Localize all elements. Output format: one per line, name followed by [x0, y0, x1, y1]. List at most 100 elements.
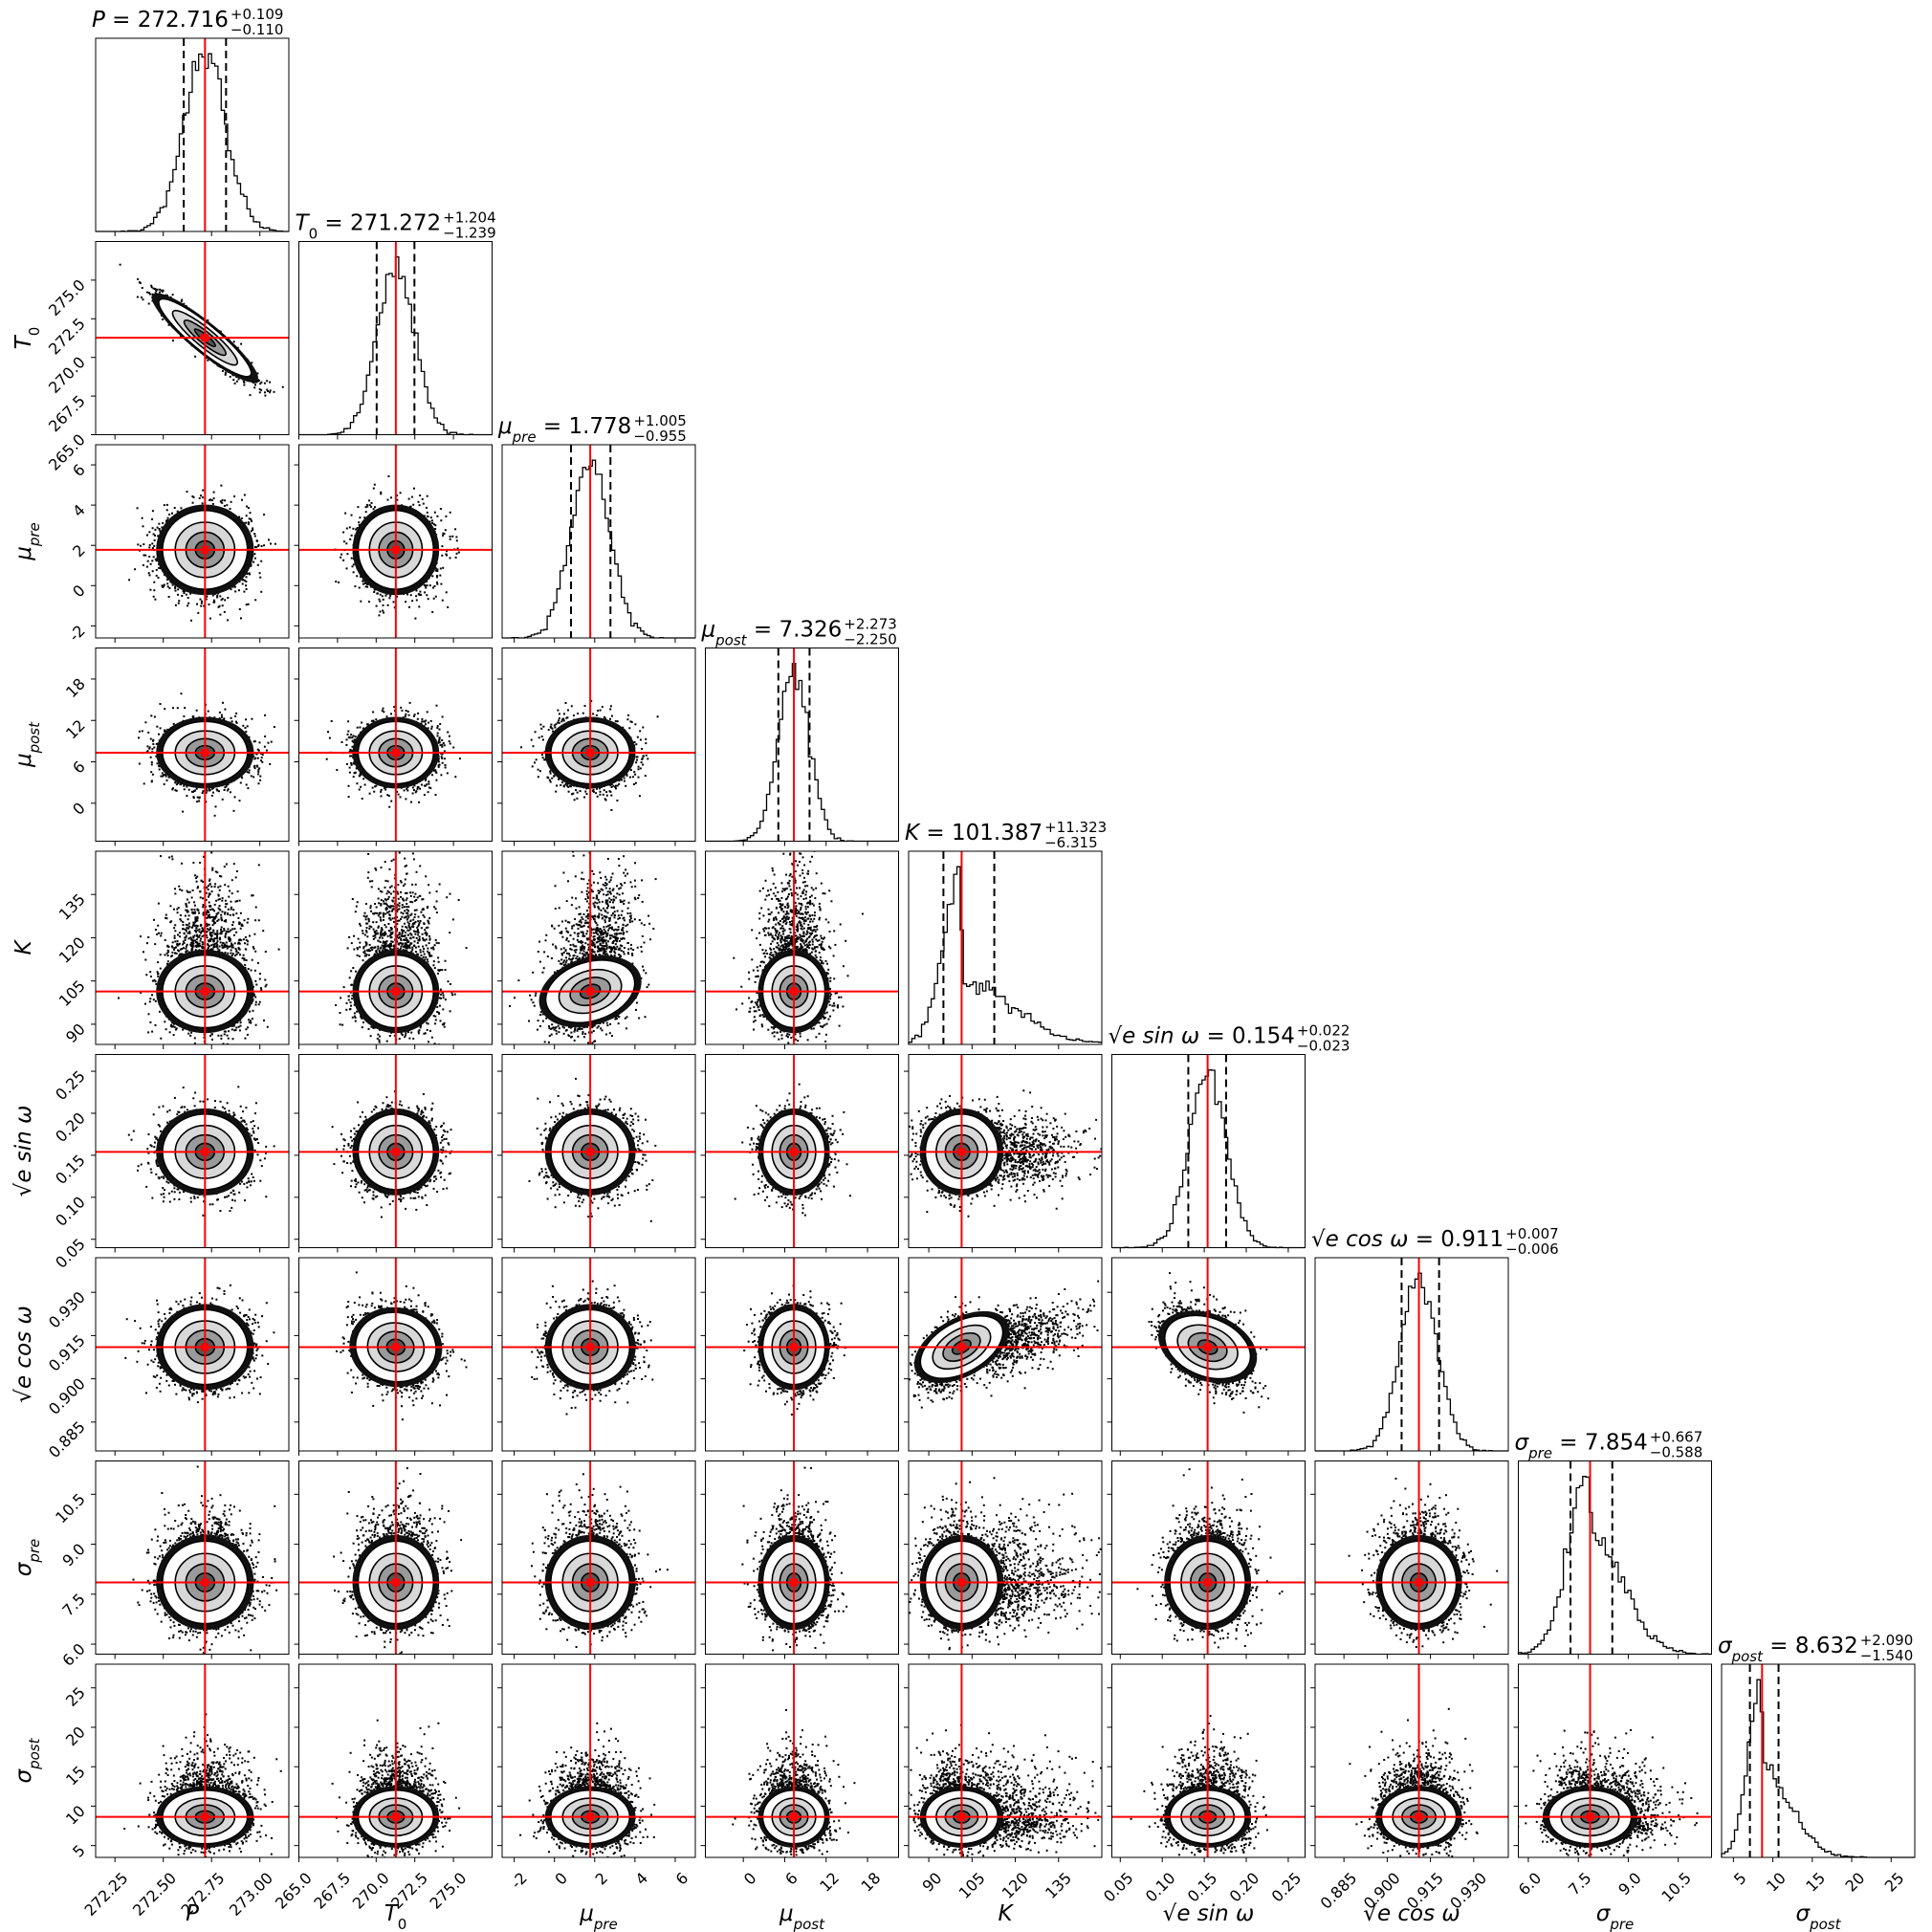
truth-marker: [957, 1813, 965, 1821]
y-tick-label: 0.05: [52, 1235, 89, 1272]
y-axis-label-mu_pre: μpre: [11, 522, 43, 561]
panel-cosw-vs-K: [896, 1258, 1116, 1451]
y-tick-label: 7.5: [58, 1590, 88, 1619]
histogram-sigma_pre: σpre = 7.854 +0.667−0.588: [1515, 1429, 1712, 1655]
x-axis-label-sigma_post: σpost: [1796, 1901, 1842, 1932]
y-tick-label: 15: [62, 1763, 89, 1789]
x-tick-label: 0.15: [1184, 1869, 1221, 1906]
histogram-mu_pre: μpre = 1.778 +1.005−0.955: [497, 412, 695, 638]
truth-marker: [392, 1343, 400, 1350]
truth-marker: [790, 1343, 798, 1350]
x-tick-label: 6: [672, 1869, 692, 1889]
x-tick-label: 2: [591, 1869, 611, 1889]
panel-cosw-vs-T0: [299, 1258, 493, 1451]
truth-marker: [790, 988, 798, 996]
truth-marker: [392, 1148, 400, 1155]
panel-frame: [706, 648, 899, 842]
truth-marker: [201, 988, 209, 996]
truth-marker: [392, 749, 400, 757]
panel-sinw-vs-T0: [299, 1055, 493, 1248]
truth-marker: [392, 1813, 400, 1821]
y-tick-label: 6: [69, 757, 89, 778]
y-tick-label: 0.900: [45, 1374, 89, 1418]
x-tick-label: 5: [1730, 1869, 1750, 1889]
title-K: K = 101.387: [905, 821, 1043, 845]
title-sigma_post: σpost = 8.632: [1718, 1634, 1858, 1665]
x-tick-label: 273.00: [226, 1869, 276, 1920]
x-tick-label: 0.885: [1317, 1869, 1361, 1913]
title-sinw: √e sin ω = 0.154: [1109, 1024, 1295, 1049]
panel-sigma_post-vs-K: [903, 1664, 1156, 1862]
truth-marker: [201, 749, 209, 757]
title-T0: T0 = 271.272: [296, 211, 442, 243]
y-tick-label: 0.15: [52, 1151, 89, 1188]
x-tick-label: 6.0: [1515, 1869, 1545, 1899]
title-cosw: √e cos ω = 0.911: [1311, 1227, 1504, 1252]
histogram-steps: [706, 664, 899, 842]
truth-marker: [957, 1343, 965, 1350]
panel-sigma_pre-vs-sinw: [1112, 1461, 1306, 1658]
panel-sigma_post-vs-P: [96, 1664, 289, 1863]
panel-sinw-vs-P: [96, 1055, 295, 1248]
y-tick-label: 90: [62, 1020, 89, 1046]
title-P-minus: −0.110: [231, 21, 284, 38]
y-tick-label: 9.0: [58, 1540, 88, 1570]
x-tick-label: 135: [1042, 1869, 1075, 1902]
y-tick-label: 10.5: [52, 1490, 89, 1527]
panel-sigma_post-vs-T0: [299, 1664, 493, 1862]
y-axis-label-sigma_post: σpost: [11, 1737, 43, 1783]
x-tick-label: 0: [551, 1869, 571, 1889]
x-tick-label: 18: [858, 1869, 885, 1896]
histogram-steps: [1315, 1273, 1508, 1451]
y-tick-label: 120: [55, 933, 89, 967]
y-tick-label: 135: [55, 890, 89, 924]
y-tick-label: 0.20: [52, 1109, 89, 1146]
truth-marker: [201, 334, 209, 341]
histogram-steps: [909, 867, 1102, 1044]
x-tick-label: 272.25: [80, 1869, 131, 1920]
x-tick-label: 25: [1881, 1869, 1908, 1896]
x-tick-label: 7.5: [1565, 1869, 1594, 1899]
panel-sigma_pre-vs-cosw: [1315, 1461, 1508, 1655]
panel-sigma_pre-vs-mu_pre: [498, 1461, 695, 1655]
panel-T0-vs-P: [96, 242, 289, 435]
title-cosw-minus: −0.006: [1505, 1240, 1559, 1258]
truth-marker: [586, 1148, 594, 1155]
y-tick-label: 18: [62, 674, 89, 701]
y-tick-label: 0: [69, 799, 89, 819]
histogram-cosw: √e cos ω = 0.911 +0.007−0.006: [1311, 1225, 1559, 1451]
x-axis-label-sinw: √e sin ω: [1163, 1901, 1255, 1926]
panel-mu_post-vs-T0: [299, 648, 493, 842]
title-mu_pre: μpre = 1.778: [497, 414, 631, 446]
truth-marker: [586, 988, 594, 996]
x-tick-label: 120: [999, 1869, 1032, 1902]
panel-sigma_pre-vs-K: [893, 1461, 1131, 1670]
x-tick-label: -2: [507, 1869, 531, 1893]
truth-marker: [392, 988, 400, 996]
y-axis-label-mu_post: μpost: [11, 721, 43, 768]
title-T0-minus: −1.239: [443, 225, 496, 242]
y-axis-label-cosw: √e cos ω: [11, 1306, 36, 1402]
histogram-steps: [1519, 1477, 1712, 1655]
panel-sinw-vs-mu_pre: [502, 1055, 695, 1248]
truth-marker: [392, 546, 400, 554]
title-mu_post-minus: −2.250: [844, 631, 897, 648]
y-tick-label: 272.5: [45, 315, 89, 359]
panel-sigma_post-vs-mu_post: [706, 1664, 899, 1869]
y-tick-label: 12: [62, 716, 89, 743]
histogram-T0: T0 = 271.272 +1.204−1.239: [296, 209, 496, 435]
truth-marker: [790, 1148, 798, 1155]
x-tick-label: 15: [1802, 1869, 1829, 1896]
histogram-K: K = 101.387 +11.323−6.315: [905, 819, 1107, 1044]
x-axis-label-sigma_pre: σpre: [1596, 1901, 1635, 1932]
truth-marker: [586, 1813, 594, 1821]
title-sigma_pre: σpre = 7.854: [1515, 1431, 1648, 1462]
y-axis-label-T0: T0: [11, 327, 43, 350]
truth-marker: [1587, 1813, 1594, 1821]
panel-K-vs-mu_post: [706, 808, 899, 1052]
x-tick-label: 272.50: [129, 1869, 180, 1920]
truth-marker: [790, 1813, 798, 1821]
x-tick-label: 6: [781, 1869, 801, 1889]
y-tick-label: 0.885: [45, 1417, 89, 1461]
y-tick-label: 0.915: [45, 1331, 89, 1375]
